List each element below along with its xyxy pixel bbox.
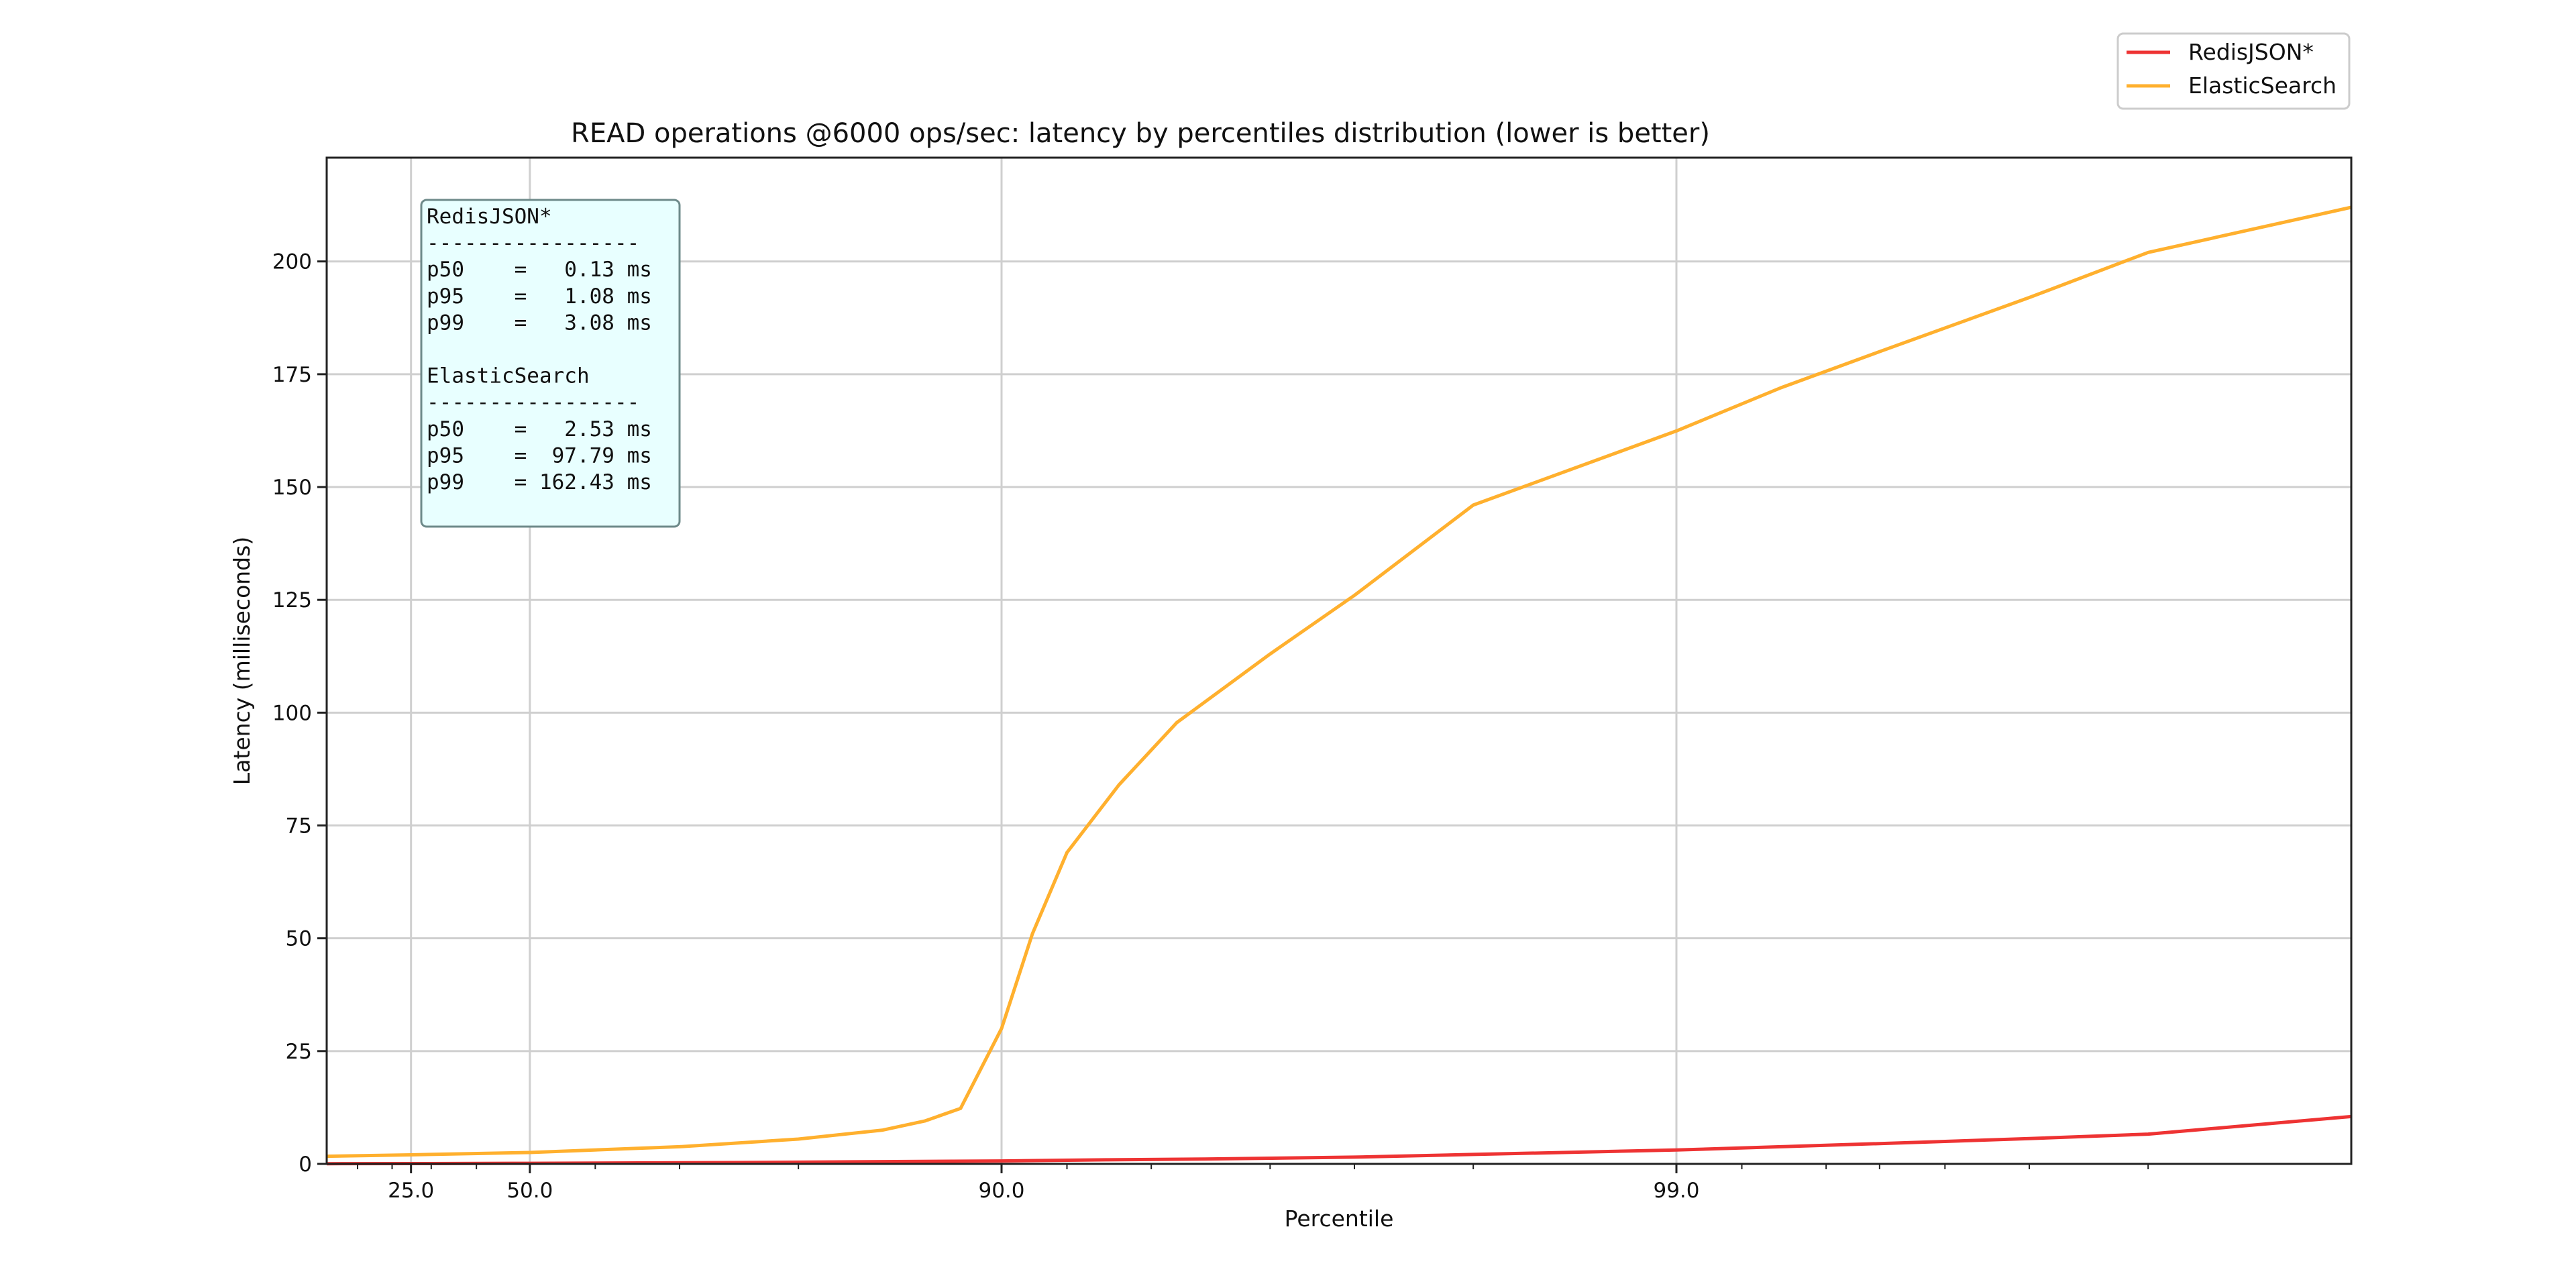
series-line-elasticsearch [326, 205, 2352, 1159]
legend-label-elasticsearch: ElasticSearch [2188, 72, 2337, 99]
stats-line: p95 = 97.79 ms [427, 443, 652, 468]
y-tick-label: 200 [272, 250, 312, 274]
chart-title: READ operations @6000 ops/sec: latency b… [571, 118, 1710, 149]
series-line-redisjson [326, 1114, 2352, 1166]
stats-line: ----------------- [427, 231, 639, 256]
legend-frame [2116, 32, 2351, 110]
y-tick-label: 25 [286, 1040, 312, 1064]
axis-ticks: 0 25 50 75 100 125 150 175 200 25.0 50.0 90.0 99.0 [272, 250, 2149, 1203]
stats-line: p50 = 2.53 ms [427, 417, 652, 441]
stats-line: p99 = 3.08 ms [427, 311, 652, 335]
y-axis-label: Latency (milliseconds) [229, 537, 255, 785]
legend-label-redisjson: RedisJSON* [2188, 39, 2314, 65]
y-tick-label: 50 [286, 927, 312, 951]
stats-line: RedisJSON* [427, 205, 552, 229]
y-tick-label: 175 [272, 363, 312, 387]
y-tick-label: 75 [286, 814, 312, 839]
y-tick-label: 150 [272, 476, 312, 500]
x-tick-label: 25.0 [388, 1179, 434, 1203]
legend: RedisJSON* ElasticSearch [2116, 32, 2351, 110]
stats-line: ElasticSearch [427, 364, 590, 388]
plot-frame [325, 156, 2353, 1165]
percentile-stats-box: RedisJSON*-----------------p50 = 0.13 ms… [420, 199, 681, 528]
stats-line: p50 = 0.13 ms [427, 258, 652, 282]
x-tick-label: 50.0 [506, 1179, 553, 1203]
stats-line: p95 = 1.08 ms [427, 284, 652, 309]
y-tick-label: 0 [299, 1152, 312, 1177]
x-tick-label: 90.0 [978, 1179, 1024, 1203]
y-tick-label: 125 [272, 588, 312, 612]
stats-line: p99 = 162.43 ms [427, 470, 652, 494]
stats-box-background [420, 199, 681, 528]
x-tick-label: 99.0 [1653, 1179, 1699, 1203]
stats-line: ----------------- [427, 390, 639, 415]
x-axis-label: Percentile [1285, 1205, 1394, 1232]
y-tick-label: 100 [272, 701, 312, 725]
